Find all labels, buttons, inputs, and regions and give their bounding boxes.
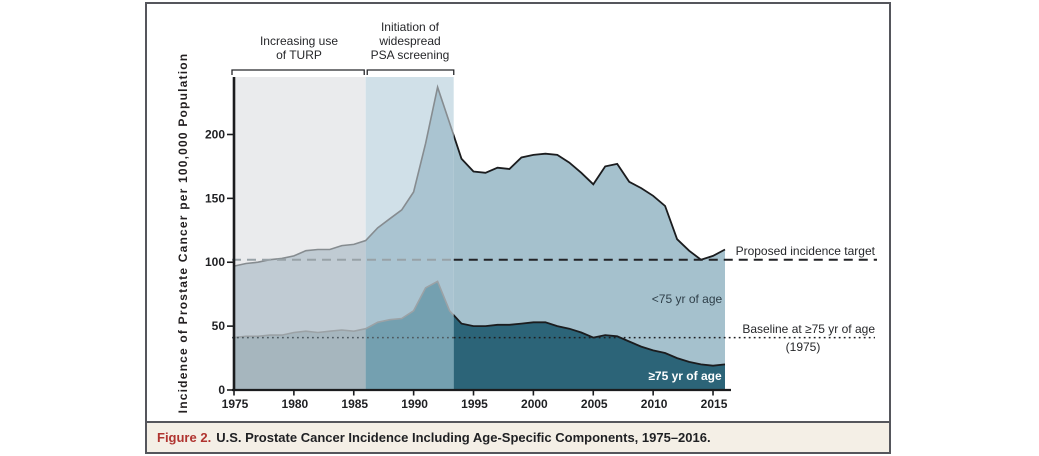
line-under75-gray xyxy=(233,84,454,267)
axis-ticks: 0 50 100 150 200 1975 1980 1985 1990 1995 2000 2005… xyxy=(205,69,728,411)
area-over75-region-1 xyxy=(365,281,454,390)
chart-graphics xyxy=(232,77,877,392)
line-under75-black xyxy=(453,132,726,261)
psa-annotation-line1: Initiation of xyxy=(381,20,440,34)
x-tick-label: 2010 xyxy=(641,397,668,411)
turp-annotation-line1: Increasing use xyxy=(260,34,338,48)
area-over75-region-0 xyxy=(234,328,366,390)
series-label-over75: ≥75 yr of age xyxy=(648,369,722,383)
x-tick-label: 1990 xyxy=(401,397,428,411)
baseline-label-line2: (1975) xyxy=(786,340,821,354)
figure-caption: Figure 2. U.S. Prostate Cancer Incidence… xyxy=(147,421,889,452)
figure-caption-label: Figure 2. xyxy=(157,430,212,445)
line-over75-black xyxy=(453,313,726,367)
y-tick-label: 50 xyxy=(212,319,226,333)
line-over75-gray xyxy=(233,280,454,339)
baseline-label-line1: Baseline at ≥75 yr of age xyxy=(742,322,875,336)
y-tick-label: 150 xyxy=(205,191,225,205)
x-tick-label: 1975 xyxy=(222,397,249,411)
x-tick-label: 1995 xyxy=(461,397,488,411)
psa-bracket xyxy=(366,69,455,75)
y-tick-label: 0 xyxy=(218,383,225,397)
proposed-target-label: Proposed incidence target xyxy=(736,244,876,258)
x-tick-label: 1980 xyxy=(282,397,309,411)
series-label-under75: <75 yr of age xyxy=(652,292,723,306)
x-tick-label: 1985 xyxy=(341,397,368,411)
psa-annotation-line3: PSA screening xyxy=(371,48,450,62)
y-tick-label: 100 xyxy=(205,255,225,269)
y-tick-label: 200 xyxy=(205,127,225,141)
area-over75-region-2 xyxy=(453,315,725,390)
x-tick-label: 2005 xyxy=(581,397,608,411)
chart-area: 0 50 100 150 200 1975 1980 1985 1990 1995 2000 2005… xyxy=(147,4,889,421)
chart-svg: 0 50 100 150 200 1975 1980 1985 1990 1995 2000 2005… xyxy=(176,20,877,414)
turp-bracket xyxy=(231,69,365,75)
y-axis-title: Incidence of Prostate Cancer per 100,000… xyxy=(176,53,190,414)
psa-annotation-line2: widespread xyxy=(378,34,440,48)
turp-annotation-line2: of TURP xyxy=(276,48,322,62)
x-tick-label: 2000 xyxy=(521,397,548,411)
figure-caption-text: U.S. Prostate Cancer Incidence Including… xyxy=(216,430,711,445)
x-tick-label: 2015 xyxy=(701,397,728,411)
figure-frame: 0 50 100 150 200 1975 1980 1985 1990 1995 2000 2005… xyxy=(145,2,891,454)
